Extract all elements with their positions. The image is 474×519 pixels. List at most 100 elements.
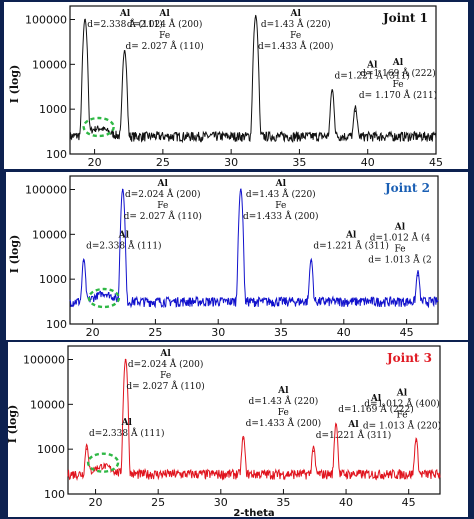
chart-title: Joint 2 xyxy=(384,181,430,195)
peak-element-label: Al xyxy=(370,394,382,404)
peak-d-spacing-label: d=1.433 Å (200) xyxy=(243,210,319,222)
y-tick-label: 10000 xyxy=(30,398,65,411)
peak-d-spacing-label: Fe xyxy=(275,201,286,211)
peak-point xyxy=(242,438,245,440)
x-tick-label: 45 xyxy=(400,326,414,339)
peak-element-label: Al xyxy=(345,230,357,240)
peak-d-spacing-label: d=1.433 Å (200) xyxy=(258,40,334,52)
peak-point xyxy=(85,448,88,450)
chart-panel-joint-2: 100 1000 10000 100000 20 25 30 35 40 45 I (log) Joi… xyxy=(6,172,468,340)
peak-element-label: Al xyxy=(121,418,133,428)
plot-frame xyxy=(67,345,441,495)
y-tick-label: 1000 xyxy=(39,103,67,116)
peak-d-spacing-label: d= 1.013 Å (2 xyxy=(368,254,431,266)
chart-title: Joint 3 xyxy=(386,351,432,365)
peak-element-label: Al xyxy=(392,58,404,68)
peak-annotation: Ald=2.024 Å (200)Fed= 2.027 Å (110) xyxy=(126,349,204,392)
peak-d-spacing-label: Fe xyxy=(394,245,405,255)
x-tick-label: 45 xyxy=(429,156,443,169)
chart-panel-joint-3: 100 1000 10000 100000 20 25 30 35 40 45 I (log) 2-t… xyxy=(8,342,468,517)
plot-frame xyxy=(69,175,439,325)
highlight-ellipse xyxy=(82,116,115,138)
peak-d-spacing-label: d=1.221 Å (311) xyxy=(313,239,389,251)
peak-point xyxy=(354,110,357,113)
y-tick-label: 100 xyxy=(46,318,67,331)
peak-annotation: Ald=2.338 Å (111) xyxy=(86,230,162,251)
peak-d-spacing-label: d=2.338 Å (111) xyxy=(86,239,162,251)
series-line xyxy=(67,358,441,481)
peak-point xyxy=(310,260,312,263)
peak-element-label: Al xyxy=(119,9,131,19)
peak-d-spacing-label: d=2.338 Å (111) xyxy=(89,427,165,439)
y-tick-label: 100 xyxy=(46,148,67,161)
peak-d-spacing-label: d=2.338 Å (111) xyxy=(87,18,163,30)
x-tick-label: 40 xyxy=(337,326,351,339)
series-line xyxy=(69,14,437,144)
x-tick-label: 40 xyxy=(339,496,353,509)
peak-point xyxy=(254,15,257,17)
peak-element-label: Al xyxy=(275,179,287,189)
peak-d-spacing-label: Fe xyxy=(278,408,289,418)
x-tick-label: 25 xyxy=(156,156,170,169)
peak-d-spacing-label: d= 1.170 Å (211) xyxy=(359,89,437,101)
peak-d-spacing-label: d=1.169 Å (222) xyxy=(360,67,436,79)
peak-annotation: Ald=1.43 Å (220)Fed=1.433 Å (200) xyxy=(258,9,334,52)
peak-element-label: Al xyxy=(290,9,302,19)
peak-d-spacing-label: d=2.024 Å (200) xyxy=(127,18,203,30)
peak-point xyxy=(124,358,127,361)
peak-d-spacing-label: Fe xyxy=(396,410,407,420)
highlight-ellipse xyxy=(87,287,121,309)
x-tick-label: 35 xyxy=(292,156,306,169)
peak-annotation: Ald=1.43 Å (220)Fed=1.433 Å (200) xyxy=(243,179,319,222)
peak-point xyxy=(415,440,418,443)
peak-element-label: Al xyxy=(277,386,289,396)
peak-element-label: Al xyxy=(158,9,170,19)
y-tick-label: 100000 xyxy=(25,13,67,26)
x-tick-label: 20 xyxy=(88,156,102,169)
peak-annotation: Ald=1.221 Å (311) xyxy=(316,420,392,441)
y-axis-label: I (log) xyxy=(8,65,21,104)
chart-panel-joint-1: 100 1000 10000 100000 20 25 30 35 40 45 I (log) Joi… xyxy=(4,2,468,169)
peak-d-spacing-label: d= 2.027 Å (110) xyxy=(125,40,203,52)
peak-point xyxy=(331,90,334,93)
chart-title: Joint 1 xyxy=(382,11,428,25)
peak-annotation: Ald=1.169 Å (222)Fed= 1.170 Å (211) xyxy=(359,58,437,101)
peak-point xyxy=(312,450,315,453)
peak-point xyxy=(417,274,419,277)
peak-element-label: Al xyxy=(118,230,130,240)
peak-annotation: Ald=2.024 Å (200)Fed= 2.027 Å (110) xyxy=(125,9,203,52)
peak-d-spacing-label: d=1.169 Å (222) xyxy=(338,403,414,415)
peak-element-label: Al xyxy=(347,420,359,430)
x-tick-label: 25 xyxy=(148,326,162,339)
peak-d-spacing-label: d=1.43 Å (220) xyxy=(261,18,331,30)
peak-point xyxy=(335,423,337,426)
peak-annotation: Ald=1.012 Å (400)Fed= 1.013 Å (220) xyxy=(363,388,441,431)
peak-d-spacing-label: Fe xyxy=(392,80,403,90)
peak-d-spacing-label: d=1.012 Å (4 xyxy=(370,232,431,244)
peak-d-spacing-label: Fe xyxy=(159,31,170,41)
x-tick-label: 30 xyxy=(224,156,238,169)
peak-d-spacing-label: d=2.024 Å (200) xyxy=(125,188,201,200)
x-tick-label: 30 xyxy=(214,496,228,509)
y-axis-label: I (log) xyxy=(8,405,19,444)
y-tick-label: 100000 xyxy=(25,183,67,196)
x-tick-label: 35 xyxy=(274,326,288,339)
peak-point xyxy=(123,50,126,52)
peak-annotation: Ald=1.169 Å (222) xyxy=(338,394,414,415)
peak-point xyxy=(121,188,124,191)
peak-element-label: Al xyxy=(396,388,408,398)
chart-joint-1: 100 1000 10000 100000 20 25 30 35 40 45 I (log) Joi… xyxy=(8,5,443,169)
peak-d-spacing-label: d= 2.027 Å (110) xyxy=(124,210,202,222)
series-line xyxy=(69,187,439,309)
peak-point xyxy=(240,188,242,191)
peak-element-label: Al xyxy=(157,179,169,189)
peak-point xyxy=(84,18,86,21)
peak-d-spacing-label: Fe xyxy=(160,371,171,381)
peak-d-spacing-label: d=1.43 Å (220) xyxy=(248,395,318,407)
peak-d-spacing-label: d= 1.013 Å (220) xyxy=(363,419,441,431)
peak-point xyxy=(83,260,85,263)
x-tick-label: 20 xyxy=(86,326,100,339)
peak-annotation: Ald=2.024 Å (200)Fed= 2.027 Å (110) xyxy=(124,179,202,222)
